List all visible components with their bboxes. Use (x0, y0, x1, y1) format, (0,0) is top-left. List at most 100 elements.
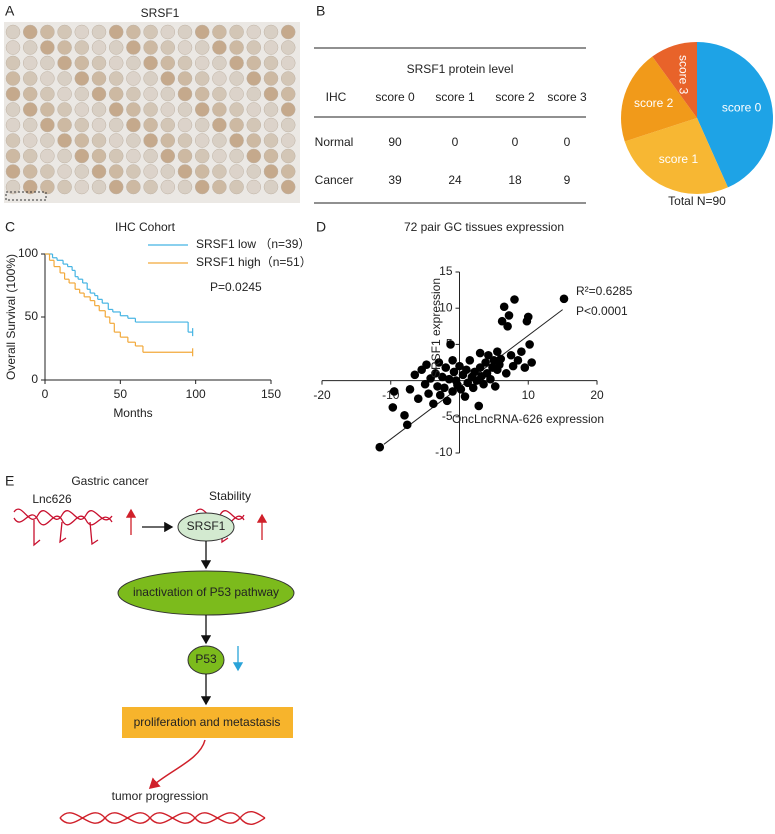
scatter-point (559, 294, 569, 304)
x-tick-label: 100 (186, 387, 206, 401)
tissue-core (57, 117, 72, 133)
scatter-point (389, 387, 399, 396)
tissue-core (194, 117, 210, 133)
tissue-core (212, 86, 227, 102)
scatter-point (413, 394, 423, 404)
tissue-core (246, 55, 262, 71)
tissue-core (22, 102, 38, 117)
tissue-core (22, 86, 38, 102)
scatter-point (465, 356, 475, 365)
tissue-core (246, 24, 262, 40)
tissue-core (74, 102, 90, 117)
tissue-core (229, 148, 244, 164)
tissue-core (22, 117, 38, 133)
tissue-core (263, 164, 279, 179)
scatter-point (523, 312, 533, 322)
scatter-point (424, 389, 433, 398)
tissue-core (40, 133, 55, 148)
scatter-point (475, 348, 485, 358)
scatter-point (504, 311, 514, 320)
table-cell: Normal (315, 135, 354, 149)
tissue-core (126, 71, 141, 86)
tissue-core (108, 40, 124, 55)
tissue-core (74, 179, 90, 195)
scatter-point (501, 369, 511, 378)
tissue-core (177, 179, 193, 195)
tissue-core (194, 164, 210, 179)
tissue-core (177, 164, 193, 179)
node-label: P53 (195, 652, 217, 666)
y-tick-label: 100 (18, 246, 38, 260)
tissue-core (160, 102, 176, 117)
tissue-core (108, 55, 124, 71)
scatter-point (433, 382, 442, 391)
scatter-point (400, 411, 409, 420)
tissue-core (126, 164, 141, 179)
scatter-point (440, 383, 449, 393)
node-shape (122, 707, 293, 738)
tissue-core (40, 102, 55, 117)
scatter-point (442, 396, 452, 406)
tissue-core (280, 148, 296, 164)
scatter-point (448, 387, 457, 396)
tissue-core (74, 164, 90, 179)
scatter-point (422, 360, 431, 369)
tissue-core (143, 133, 158, 148)
table-cell: 9 (564, 173, 571, 187)
image-title: SRSF1 (141, 6, 180, 20)
scatter-point (499, 302, 509, 312)
tissue-core (229, 40, 244, 55)
tissue-core (143, 86, 158, 102)
scatter-point (503, 322, 512, 331)
tissue-core (246, 148, 262, 164)
scatter-point (510, 295, 519, 304)
p-value: P=0.0245 (210, 280, 262, 294)
node-label: proliferation and metastasis (134, 715, 281, 729)
tissue-core (126, 148, 141, 164)
slice-label: score 3 (677, 55, 691, 95)
tissue-core (22, 71, 38, 86)
table-cell: 0 (452, 135, 459, 149)
tissue-core (57, 148, 72, 164)
tissue-core (229, 179, 244, 195)
tissue-core (160, 40, 176, 55)
table-cell: 0 (564, 135, 571, 149)
x-tick-label: 20 (590, 388, 604, 402)
rna-helix (13, 514, 113, 526)
tissue-core (126, 179, 141, 195)
tissue-core (74, 148, 90, 164)
tissue-core (74, 24, 90, 40)
tissue-core (91, 71, 107, 86)
tissue-core (143, 40, 158, 55)
tissue-core (5, 164, 21, 179)
scatter-point (388, 403, 398, 412)
tissue-core (263, 24, 279, 40)
panel-label: E (5, 473, 14, 489)
table-title: SRSF1 protein level (407, 62, 514, 76)
table-cell: 18 (508, 173, 522, 187)
tissue-core (40, 117, 55, 133)
tissue-core (280, 86, 296, 102)
y-axis-label: SRSF1 expression (429, 278, 443, 378)
legend-label: SRSF1 high（n=51） (196, 255, 312, 269)
table-header: score 3 (547, 90, 587, 104)
table-header: score 0 (375, 90, 415, 104)
tissue-core (177, 133, 193, 148)
scatter-point (520, 363, 530, 372)
tissue-core (280, 24, 296, 40)
tissue-core (22, 40, 38, 55)
tissue-core (280, 55, 296, 71)
tissue-core (246, 164, 262, 179)
tissue-core (22, 179, 38, 195)
tissue-core (160, 24, 176, 40)
tissue-core (91, 117, 107, 133)
y-tick-label: -10 (435, 445, 453, 459)
tissue-core (40, 24, 55, 40)
stat-annotation: P<0.0001 (576, 304, 628, 318)
tissue-core (22, 55, 38, 71)
tissue-core (280, 102, 296, 117)
scatter-point (434, 358, 444, 367)
pie-slice (624, 118, 728, 194)
tissue-core (263, 179, 279, 195)
